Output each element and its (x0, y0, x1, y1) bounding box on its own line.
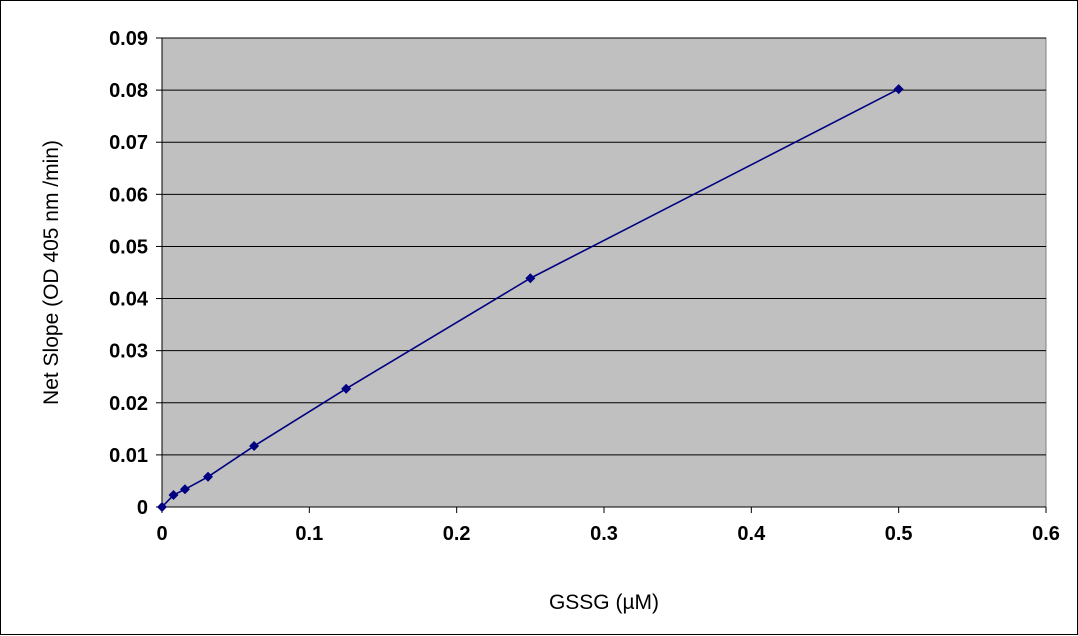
y-tick-label: 0.09 (109, 28, 148, 50)
x-tick-label: 0.3 (590, 523, 618, 545)
y-tick-label: 0 (137, 497, 148, 519)
x-tick-label: 0.1 (295, 523, 323, 545)
gridlines (156, 37, 1047, 513)
data-point (157, 502, 167, 512)
y-tick-label: 0.01 (109, 445, 148, 467)
x-tick-label: 0.2 (443, 523, 471, 545)
y-tick-label: 0.05 (109, 236, 148, 258)
x-tick-labels: 0 0.1 0.2 0.3 0.4 0.5 0.6 (156, 523, 1059, 545)
y-tick-label: 0.08 (109, 80, 148, 102)
data-point (525, 273, 536, 284)
data-series (157, 84, 904, 512)
x-axis-title: GSSG (µM) (549, 591, 659, 614)
x-tick-label: 0 (156, 523, 167, 545)
data-point (341, 383, 352, 394)
y-tick-labels: 0 0.01 0.02 0.03 0.04 0.05 0.06 0.07 0.08 0.09 (109, 28, 149, 519)
x-tick-label: 0.4 (737, 523, 766, 545)
plot-area (161, 37, 1047, 508)
data-point (168, 490, 179, 501)
x-tick-label: 0.6 (1032, 523, 1060, 545)
data-point (249, 441, 260, 452)
y-tick-label: 0.03 (109, 341, 148, 363)
x-tick-label: 0.5 (885, 523, 913, 545)
y-tick-label: 0.02 (109, 393, 148, 415)
data-point (893, 84, 904, 95)
y-tick-label: 0.06 (109, 184, 148, 206)
data-point (179, 484, 190, 495)
y-axis-title: Net Slope (OD 405 nm /min) (40, 140, 63, 405)
y-tick-label: 0.07 (109, 132, 148, 154)
axes (161, 38, 1046, 508)
data-point (203, 471, 214, 482)
y-tick-label: 0.04 (109, 289, 149, 311)
